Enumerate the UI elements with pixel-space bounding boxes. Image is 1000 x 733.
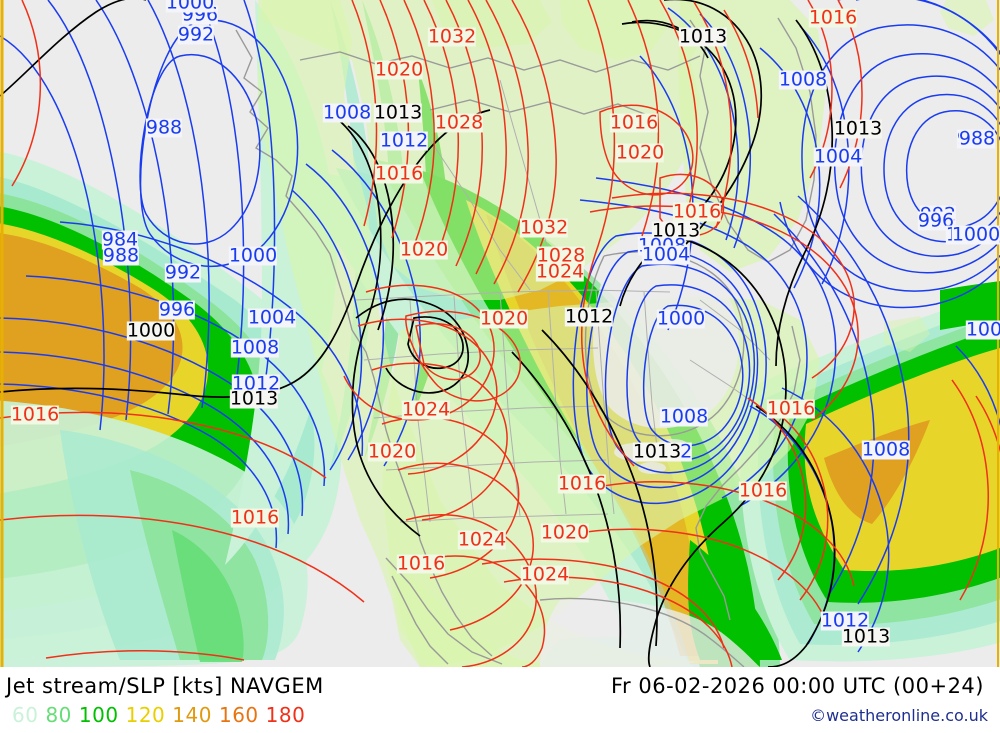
isobar-label-1008: 1008 xyxy=(230,336,280,359)
jet-band-80b-subtropical-pacific xyxy=(172,530,244,662)
isobar-label-1008: 1008 xyxy=(965,320,1000,340)
isobar-label-1020: 1020 xyxy=(367,440,417,463)
isobar-label-1016: 1016 xyxy=(738,479,788,502)
jetstream-color-scale: 60 80 100 120 140 160 180 xyxy=(12,703,312,727)
isobar-label-984: 984 xyxy=(101,228,139,251)
land-baffin-island xyxy=(560,0,668,60)
isobar-label-1008: 1008 xyxy=(778,68,828,91)
forecast-map-canvas[interactable]: 988 984 988 992 996 1000 1000 1004 1008 1012 1013 1… xyxy=(0,0,1000,667)
isobar-label-1013: 1013 xyxy=(373,101,423,124)
isobar-label-1000: 1000 xyxy=(165,0,215,13)
isobar-label-1016: 1016 xyxy=(230,506,280,529)
isobar-label-1000: 1000 xyxy=(951,223,1000,246)
isobar-label-1008: 1008 xyxy=(861,438,911,461)
isobar-label-1020: 1020 xyxy=(540,521,590,544)
land-western-north-america xyxy=(258,0,700,667)
isobar-label-1024: 1024 xyxy=(457,528,507,551)
map-graphics xyxy=(0,0,1000,667)
legend-value-80: 80 xyxy=(45,703,72,727)
isobar-label-1028: 1028 xyxy=(536,244,586,267)
isobar-label-992: 992 xyxy=(164,261,202,284)
isobar-label-1020: 1020 xyxy=(374,58,424,81)
isobar-label-1016: 1016 xyxy=(672,200,722,223)
water-hudson-bay xyxy=(592,256,739,429)
isobar-label-1016: 1016 xyxy=(374,162,424,185)
isobar-label-1013: 1013 xyxy=(678,25,728,48)
isobar-label-1013: 1013 xyxy=(229,387,279,410)
isobar-label-1000: 1000 xyxy=(228,244,278,267)
isobar-label-1016: 1016 xyxy=(609,111,659,134)
isobar-label-996: 996 xyxy=(917,209,955,232)
isobar-label-992: 992 xyxy=(177,23,215,46)
map-title: Jet stream/SLP [kts] NAVGEM xyxy=(6,674,324,698)
isobar-label-1016: 1016 xyxy=(10,403,60,426)
isobar-label-1012: 1012 xyxy=(231,372,281,395)
map-footer: Jet stream/SLP [kts] NAVGEM 60 80 100 120 14… xyxy=(0,667,1000,733)
jet-band-100-atlantic-ne xyxy=(940,281,1000,330)
isobar-label-1024: 1024 xyxy=(401,398,451,421)
legend-value-120: 120 xyxy=(125,703,166,727)
isobar-label-1016: 1016 xyxy=(396,552,446,575)
legend-value-100: 100 xyxy=(78,703,119,727)
isobar-label-1016: 1016 xyxy=(557,472,607,495)
isobar-label-1032: 1032 xyxy=(427,25,477,48)
isobar-label-1020: 1020 xyxy=(399,238,449,261)
isobar-label-1032: 1032 xyxy=(519,216,569,239)
isobar-label-1016: 1016 xyxy=(766,397,816,420)
isobar-label-1024: 1024 xyxy=(535,260,585,283)
legend-value-140: 140 xyxy=(172,703,212,727)
isobar-label-1016: 1016 xyxy=(808,6,858,29)
water-gulf-of-mexico xyxy=(540,599,760,667)
isobar-label-1028: 1028 xyxy=(434,111,484,134)
isobar-label-988: 988 xyxy=(102,244,140,267)
land-mexico xyxy=(386,560,560,667)
isobar-label-1008: 1008 xyxy=(322,101,372,124)
isobar-label-996: 996 xyxy=(158,298,196,321)
isobar-label-988: 988 xyxy=(958,127,996,150)
isobar-label-1012: 1012 xyxy=(379,129,429,152)
isobar-label-1020: 1020 xyxy=(615,141,665,164)
isobar-label-1000: 1000 xyxy=(126,319,176,342)
isobar-label-1012: 1012 xyxy=(564,305,614,328)
legend-value-180: 180 xyxy=(265,703,306,727)
isobar-label-1013: 1013 xyxy=(632,440,682,463)
legend-value-160: 160 xyxy=(218,703,259,727)
coastline-layer xyxy=(235,17,817,667)
isobar-label-1013: 1013 xyxy=(651,219,701,242)
isobar-label-988: 988 xyxy=(145,116,183,139)
legend-value-60: 60 xyxy=(12,703,39,727)
valid-time-label: Fr 06-02-2026 00:00 UTC (00+24) xyxy=(610,674,984,698)
copyright-credit: ©weatheronline.co.uk xyxy=(810,706,988,725)
isobar-label-1012: 1012 xyxy=(820,609,870,632)
isobar-label-1024: 1024 xyxy=(520,563,570,586)
isobar-label-1020: 1020 xyxy=(479,307,529,330)
isobar-label-1008: 1008 xyxy=(659,405,709,428)
isobar-label-1004: 1004 xyxy=(641,243,691,266)
isobar-label-1004: 1004 xyxy=(247,306,297,329)
land-iceland xyxy=(940,0,994,36)
isobar-label-1000: 1000 xyxy=(656,307,706,330)
isobar-label-1004: 1004 xyxy=(813,145,863,168)
isobar-label-1013: 1013 xyxy=(841,625,891,648)
land-newfoundland xyxy=(884,316,930,352)
isobar-label-1013: 1013 xyxy=(833,117,883,140)
